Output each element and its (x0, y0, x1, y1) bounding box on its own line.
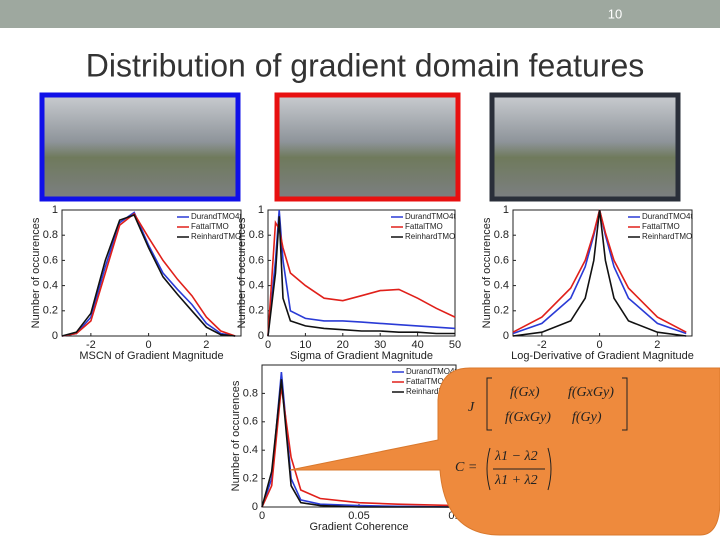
image-fattal (274, 92, 461, 202)
x-tick-label: 2 (654, 339, 660, 351)
y-tick-label: 1 (258, 204, 264, 216)
legend-label: FattalTMO (642, 222, 680, 231)
y-axis-label: Number of occurences (481, 217, 493, 328)
eq: λ1 − λ2 (494, 449, 538, 464)
y-tick-label: 0.2 (243, 473, 258, 485)
x-tick-label: 2 (203, 339, 209, 351)
eq-j: J (468, 400, 475, 415)
eq: f(GxGy) (505, 410, 551, 425)
x-tick-label: 0 (265, 339, 271, 351)
y-tick-label: 1 (52, 204, 58, 216)
legend-label: ReinhardTMO (405, 232, 455, 241)
y-tick-label: 0.8 (243, 387, 258, 399)
y-axis-label: Number of occurences (230, 380, 242, 491)
y-tick-label: 0.4 (494, 280, 509, 292)
x-tick-label: 0 (597, 339, 603, 351)
x-tick-label: 20 (337, 339, 349, 351)
x-tick-label: -2 (537, 339, 547, 351)
x-axis-label: Sigma of Gradient Magnitude (290, 350, 433, 362)
data-line (61, 212, 236, 337)
plot-area (261, 364, 457, 508)
x-axis-label: Gradient Coherence (309, 521, 408, 533)
y-tick-label: 1 (503, 204, 509, 216)
x-tick-label: 10 (299, 339, 311, 351)
y-tick-label: 0.6 (249, 254, 264, 266)
y-tick-label: 0.2 (43, 305, 58, 317)
y-axis-label: Number of occurences (236, 217, 248, 328)
image-reinhard (489, 92, 681, 202)
y-tick-label: 0.2 (249, 305, 264, 317)
y-tick-label: 0.6 (494, 254, 509, 266)
matrix-bracket (486, 377, 628, 431)
legend-label: ReinhardTMO (406, 387, 456, 396)
y-tick-label: 0 (52, 330, 58, 342)
y-tick-label: 0 (503, 330, 509, 342)
y-tick-label: 0.8 (494, 229, 509, 241)
y-tick-label: 0 (252, 501, 258, 513)
y-tick-label: 0.8 (43, 229, 58, 241)
header-bar (0, 0, 720, 28)
legend-label: DurandTMO4t (406, 367, 457, 376)
image-durand (39, 92, 241, 202)
x-axis-label: MSCN of Gradient Magnitude (79, 350, 223, 362)
eq: f(Gx) (510, 385, 540, 400)
eq: f(Gy) (572, 410, 602, 425)
eq: λ1 + λ2 (494, 473, 538, 488)
y-tick-label: 0 (258, 330, 264, 342)
x-tick-label: 0 (259, 510, 265, 522)
y-tick-label: 0.4 (43, 280, 58, 292)
y-tick-label: 0.6 (243, 416, 258, 428)
data-line (61, 213, 236, 337)
y-tick-label: 0.2 (494, 305, 509, 317)
legend-label: ReinhardTMO (642, 232, 692, 241)
eq-c: C = (455, 460, 477, 475)
x-tick-label: 0.05 (348, 510, 369, 522)
data-line (512, 209, 687, 337)
legend-label: FattalTMO (406, 377, 444, 386)
legend-label: DurandTMO4t (191, 212, 242, 221)
slide-title: Distribution of gradient domain features (86, 47, 645, 83)
x-axis-label: Log-Derivative of Gradient Magnitude (511, 350, 694, 362)
x-tick-label: 40 (411, 339, 423, 351)
callout (289, 367, 720, 536)
legend-label: DurandTMO4t (642, 212, 693, 221)
y-tick-label: 0.6 (43, 254, 58, 266)
legend-label: DurandTMO4t (405, 212, 456, 221)
data-line (267, 216, 455, 337)
x-tick-label: 0 (146, 339, 152, 351)
data-line (261, 386, 457, 508)
x-tick-label: -2 (86, 339, 96, 351)
legend-label: FattalTMO (191, 222, 229, 231)
legend-label: ReinhardTMO (191, 232, 241, 241)
x-tick-label: 30 (374, 339, 386, 351)
y-tick-label: 0.4 (249, 280, 264, 292)
y-tick-label: 0.4 (243, 444, 258, 456)
page-number: 10 (608, 6, 622, 21)
y-tick-label: 0.8 (249, 229, 264, 241)
legend-label: FattalTMO (405, 222, 443, 231)
x-tick-label: 50 (449, 339, 461, 351)
paren (486, 447, 552, 491)
y-axis-label: Number of occurences (30, 217, 42, 328)
data-line (261, 379, 456, 508)
eq: f(GxGy) (568, 385, 614, 400)
data-line (61, 211, 236, 337)
